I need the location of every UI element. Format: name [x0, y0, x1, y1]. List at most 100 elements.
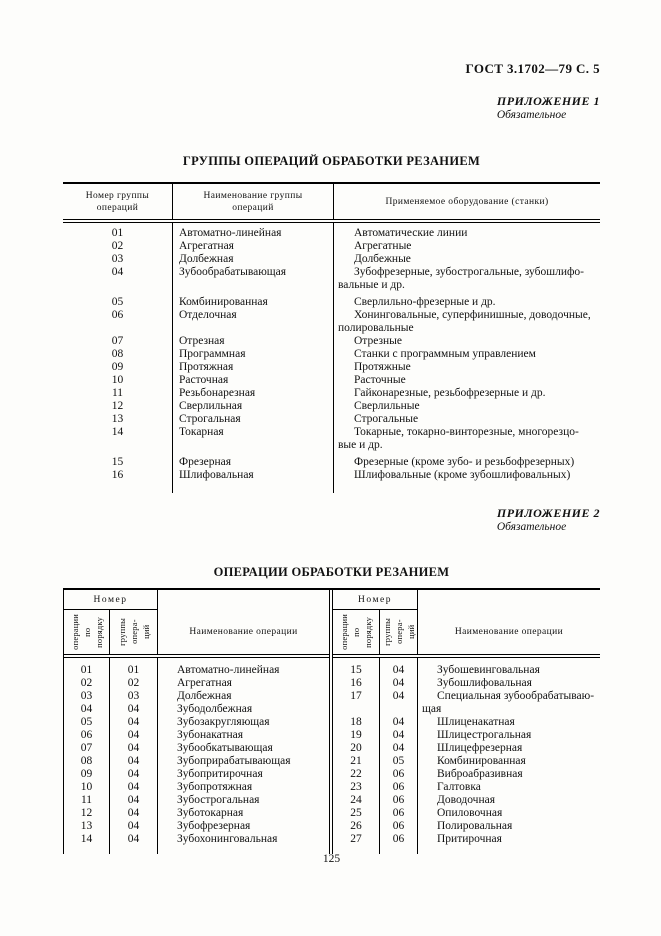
equipment-cell: Гайконарезные, резьбофрезерные и др. — [333, 387, 600, 400]
operation-name-cell: Зубохонинговальная — [157, 833, 329, 846]
sequence-number-cell: 04 — [80, 703, 93, 715]
group-number-cell: 04 — [109, 755, 157, 768]
operation-name-cell: Долбежная — [157, 690, 329, 703]
table-row: 07 04 Зубообкатывающая — [64, 742, 329, 755]
double-rule — [333, 654, 600, 658]
table1-title: ГРУППЫ ОПЕРАЦИЙ ОБРАБОТКИ РЕЗАНИЕМ — [182, 154, 481, 168]
table-row: 09 Протяжная Протяжные — [63, 361, 600, 374]
sequence-number-cell: 14 — [80, 833, 93, 845]
table1-body: 01 Автоматно-линейная Автоматические лин… — [63, 223, 600, 493]
group-number-cell: 04 — [109, 703, 157, 716]
table-row: 10 Расточная Расточные — [63, 374, 600, 387]
table-row: 14 04 Зубохонинговальная — [64, 833, 329, 846]
group-number-cell: 04 — [109, 807, 157, 820]
table-row: 21 05 Комбинированная — [333, 755, 600, 768]
sequence-number-cell: 23 — [350, 781, 362, 793]
table-row: 01 Автоматно-линейная Автоматические лин… — [63, 223, 600, 240]
table-row: 02 02 Агрегатная — [64, 677, 329, 690]
sequence-number-cell: 03 — [80, 690, 93, 702]
sequence-number-cell: 17 — [350, 690, 362, 702]
table1-header-equipment: Применяемое оборудование (станки) — [333, 184, 600, 219]
group-number-cell: 16 — [111, 469, 124, 481]
table-row: 11 Резьбонарезная Гайконарезные, резьбоф… — [63, 387, 600, 400]
group-number-cell: 04 — [109, 729, 157, 742]
group-name-cell: Комбинированная — [172, 292, 333, 309]
group-number-cell: 13 — [111, 413, 124, 425]
table-row: 20 04 Шлицефрезерная — [333, 742, 600, 755]
table2-left-body: 01 01 Автоматно-линейная 02 02 Агрегатна… — [64, 658, 329, 854]
group-number-cell: 03 — [111, 253, 124, 265]
group-number-cell: 01 — [109, 658, 157, 677]
group-number-cell: 04 — [109, 794, 157, 807]
sequence-number-cell: 06 — [80, 729, 93, 741]
double-rule — [64, 654, 329, 658]
sequence-number-cell: 05 — [80, 716, 93, 728]
sequence-number-cell: 19 — [350, 729, 362, 741]
table2-subheader-row: операции по порядку группы опера- ций На… — [333, 610, 600, 654]
sequence-number-cell: 22 — [350, 768, 362, 780]
operation-name-cell: Зубошевинговальная — [417, 658, 600, 677]
sequence-number-cell: 13 — [80, 820, 93, 832]
equipment-cell: Отрезные — [333, 335, 600, 348]
table-row: 04 04 Зубодолбежная — [64, 703, 329, 716]
table-row: 08 04 Зубоприрабатывающая — [64, 755, 329, 768]
table-row: 05 Комбинированная Сверлильно-фрезерные … — [63, 292, 600, 309]
sequence-number-cell: 18 — [350, 716, 362, 728]
operation-name-cell: Зубодолбежная — [157, 703, 329, 716]
equipment-cell: Хонинговальные, суперфинишные, доводочны… — [333, 309, 600, 335]
operation-name-cell: Галтовка — [417, 781, 600, 794]
sequence-number-cell: 27 — [350, 833, 362, 845]
equipment-cell: Протяжные — [333, 361, 600, 374]
table2-title: ОПЕРАЦИИ ОБРАБОТКИ РЕЗАНИЕМ — [213, 565, 450, 579]
table-row: 13 Строгальная Строгальные — [63, 413, 600, 426]
operation-name-cell: Опиловочная — [417, 807, 600, 820]
group-name-cell: Фрезерная — [172, 452, 333, 469]
number-header: Номер — [64, 590, 158, 610]
group-number-cell: 04 — [379, 690, 417, 716]
appendix-2-note: Обязательное — [496, 521, 567, 533]
table-row: 10 04 Зубопротяжная — [64, 781, 329, 794]
sequence-number-cell: 07 — [80, 742, 93, 754]
group-number-cell: 04 — [379, 729, 417, 742]
group-number-cell: 04 — [109, 833, 157, 846]
equipment-cell: Фрезерные (кроме зубо- и резьбофрезерных… — [333, 452, 600, 469]
operation-name-cell: Зубопритирочная — [157, 768, 329, 781]
group-number-cell: 06 — [379, 820, 417, 833]
table-row: 27 06 Притирочная — [333, 833, 600, 846]
table-row: 25 06 Опиловочная — [333, 807, 600, 820]
sequence-number-cell: 02 — [80, 677, 93, 689]
group-number-cell: 02 — [111, 240, 124, 252]
group-number-cell: 09 — [111, 361, 124, 373]
table-row: 11 04 Зубострогальная — [64, 794, 329, 807]
table-row: 14 Токарная Токарные, токарно-винторезны… — [63, 426, 600, 452]
operation-name-cell: Зубонакатная — [157, 729, 329, 742]
operations-table-left-half: Номер операции по порядку группы опера- … — [63, 590, 330, 854]
table-row: 26 06 Полировальная — [333, 820, 600, 833]
group-name-cell: Шлифовальная — [172, 469, 333, 482]
equipment-cell: Сверлильно-фрезерные и др. — [333, 292, 600, 309]
operation-name-cell: Автоматно-линейная — [157, 658, 329, 677]
operation-name-cell: Доводочная — [417, 794, 600, 807]
table2-number-header-row: Номер — [64, 590, 329, 610]
table-spacer-row — [63, 482, 600, 493]
operation-name-cell: Зуботокарная — [157, 807, 329, 820]
group-name-cell: Строгальная — [172, 413, 333, 426]
table-row: 08 Программная Станки с программным упра… — [63, 348, 600, 361]
sequence-number-cell: 20 — [350, 742, 362, 754]
table-row: 04 Зубообрабатывающая Зубофрезерные, зуб… — [63, 266, 600, 292]
table-row: 13 04 Зубофрезерная — [64, 820, 329, 833]
table-row: 22 06 Виброабразивная — [333, 768, 600, 781]
table-row: 06 04 Зубонакатная — [64, 729, 329, 742]
table-row: 17 04 Специальная зубообрабатываю- щая — [333, 690, 600, 716]
appendix-1-note: Обязательное — [496, 109, 567, 121]
table2-number-header-row: Номер — [333, 590, 600, 610]
sequence-number-cell: 25 — [350, 807, 362, 819]
group-number-cell: 05 — [111, 296, 124, 308]
group-number-cell: 04 — [109, 742, 157, 755]
sequence-number-cell: 26 — [350, 820, 362, 832]
operation-name-cell: Зубофрезерная — [157, 820, 329, 833]
table-spacer-row — [333, 846, 600, 854]
standard-reference: ГОСТ 3.1702—79 С. 5 — [465, 61, 600, 76]
operations-table: Номер операции по порядку группы опера- … — [63, 588, 600, 854]
